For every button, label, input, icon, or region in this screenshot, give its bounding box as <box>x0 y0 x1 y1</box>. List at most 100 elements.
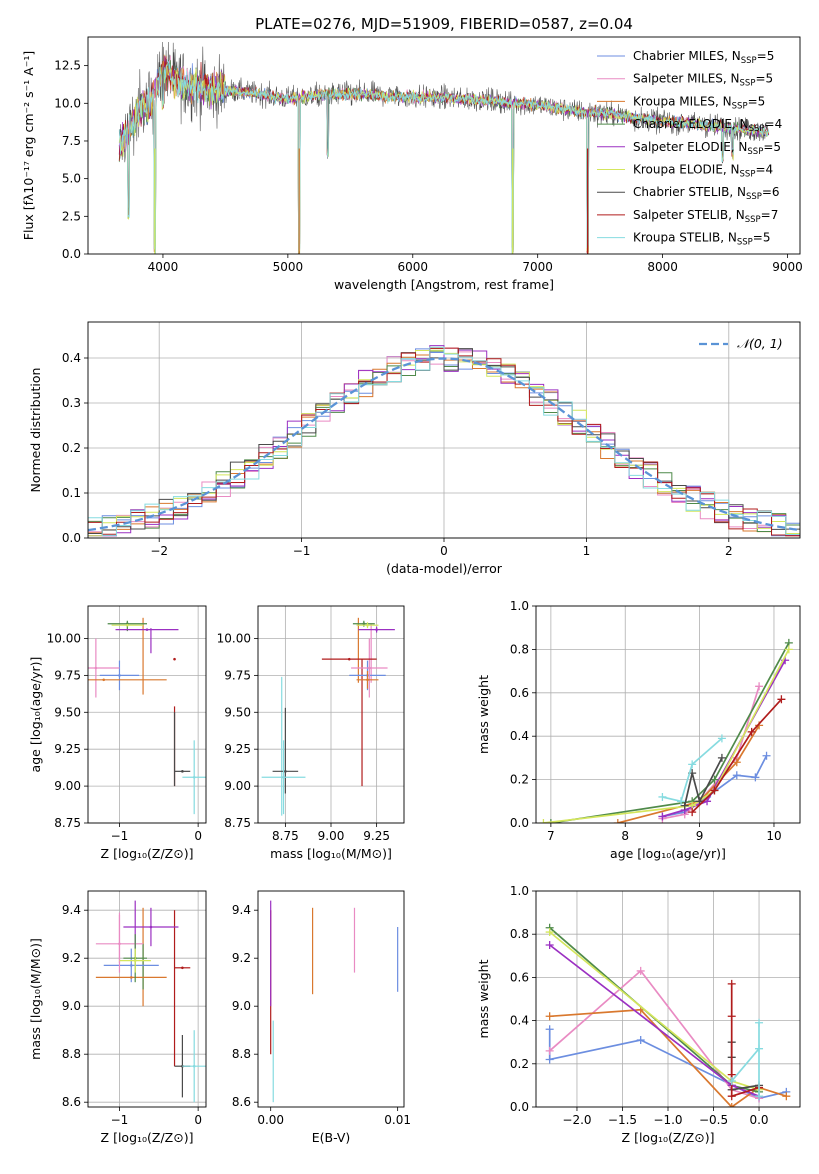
data-point <box>366 623 369 627</box>
legend-entry: Salpeter MILES, NSSP=5 <box>633 72 773 89</box>
data-point <box>173 657 176 661</box>
y-axis-label: Flux [fλ10⁻¹⁷ erg cm⁻² s⁻¹ A⁻¹] <box>21 51 36 240</box>
legend-label: Kroupa STELIB, N <box>633 231 737 245</box>
legend-n: =7 <box>761 208 779 222</box>
series-line <box>730 983 760 1098</box>
data-marker <box>545 928 554 937</box>
axes-frame <box>87 605 207 824</box>
y-tick-label: 0.8 <box>510 642 529 656</box>
series-line <box>662 737 723 803</box>
legend-label: 𝒩(0, 1) <box>737 336 783 351</box>
x-tick-label: −1 <box>111 1113 129 1127</box>
series-line <box>691 698 783 813</box>
data-marker <box>755 1092 764 1101</box>
x-tick-label: −1 <box>111 829 129 843</box>
y-tick-label: 0.1 <box>62 486 81 500</box>
weight_vs_Z-plot-area <box>545 923 791 1107</box>
data-marker <box>710 786 719 795</box>
data-marker <box>636 966 645 975</box>
y-tick-label: 0.2 <box>510 1057 529 1071</box>
y-tick-label: 12.5 <box>54 59 81 73</box>
legend-sub: SSP <box>749 124 765 134</box>
x-tick-label: 0.00 <box>257 1113 284 1127</box>
x-axis-label: wavelength [Angstrom, rest frame] <box>334 277 554 292</box>
y-tick-label: 0.4 <box>510 1014 529 1028</box>
y-tick-label: 9.0 <box>232 999 251 1013</box>
x-axis-label: Z [log₁₀(Z/Z⊙)] <box>622 1130 715 1145</box>
x-axis-label: age [log₁₀(age/yr)] <box>610 846 726 861</box>
data-marker <box>546 819 555 823</box>
legend-sub: SSP <box>746 192 762 202</box>
y-axis-label: Normed distribution <box>28 368 43 493</box>
series-line <box>683 757 723 806</box>
y-tick-label: 0.4 <box>510 729 529 743</box>
x-tick-label: 8 <box>621 829 629 843</box>
y-tick-label: 8.6 <box>62 1095 81 1109</box>
data-marker <box>658 792 667 801</box>
data-marker <box>727 1012 736 1021</box>
y-tick-label: 8.75 <box>54 816 81 830</box>
data-marker <box>727 1077 736 1086</box>
legend-n: =4 <box>755 163 773 177</box>
legend-n: =4 <box>765 117 783 131</box>
mass_vs_Z-chart: −1 0 8.6 8.8 9.0 9.2 9.4 Z [log₁₀(Z/Z⊙)] mass [l… <box>28 890 207 1145</box>
age_vs_Z-chart: −1 0 8.75 9.00 9.25 9.50 9.75 10.00 Z [log₁₀(Z/Z… <box>28 605 207 861</box>
age_vs_mass-chart: 8.75 9.00 9.25 8.75 9.00 9.25 9.50 9.75 10.00 mas… <box>217 605 405 861</box>
data-point <box>94 666 98 670</box>
mass_vs_ebv-plot-area <box>270 900 399 1103</box>
data-point <box>133 959 137 962</box>
data-marker <box>539 819 548 823</box>
data-marker <box>727 979 736 988</box>
x-axis-label: (data-model)/error <box>386 561 503 576</box>
y-tick-label: 1.0 <box>510 884 529 898</box>
data-marker <box>751 773 760 782</box>
legend-sub: SSP <box>741 56 757 66</box>
legend-label: Kroupa ELODIE, N <box>633 163 740 177</box>
legend-label: Chabrier MILES, N <box>633 49 741 63</box>
x-tick-label: 9 <box>696 829 704 843</box>
data-marker <box>784 645 793 654</box>
x-axis-label: Z [log₁₀(Z/Z⊙)] <box>101 846 194 861</box>
data-point <box>126 623 129 627</box>
legend-label: Chabrier ELODIE, N <box>633 117 749 131</box>
y-tick-label: 0.6 <box>510 686 529 700</box>
data-point <box>375 628 378 631</box>
x-axis-label: mass [log₁₀(M/M⊙)] <box>270 846 392 861</box>
data-marker <box>613 819 622 823</box>
data-point <box>102 678 106 682</box>
x-tick-label: 8000 <box>647 260 678 274</box>
series-line <box>662 686 760 820</box>
axes-frame <box>257 890 405 1108</box>
spectrum-chart: 4000 5000 6000 7000 8000 9000 0.0 2.5 5.0 7.5 10.0… <box>21 36 803 292</box>
axes-frame <box>257 605 405 824</box>
data-point <box>347 657 351 661</box>
data-point <box>181 966 184 970</box>
figure-title: PLATE=0276, MJD=51909, FIBERID=0587, z=0… <box>255 15 633 33</box>
y-tick-label: 0.4 <box>62 351 81 365</box>
data-point <box>282 775 285 779</box>
y-tick-label: 0.3 <box>62 396 81 410</box>
series-line <box>731 1022 760 1097</box>
axes-frame <box>87 36 801 255</box>
x-tick-label: 8.75 <box>272 829 299 843</box>
spectrum-plot-area <box>118 41 770 254</box>
x-tick-label: 10 <box>766 829 781 843</box>
legend-entry: Kroupa STELIB, NSSP=5 <box>633 231 771 248</box>
x-tick-label: 9000 <box>772 260 803 274</box>
data-marker <box>782 1092 791 1101</box>
series-line <box>549 969 760 1100</box>
legend-label: Salpeter ELODIE, N <box>633 140 747 154</box>
legend-entry: Chabrier MILES, NSSP=5 <box>633 49 774 66</box>
legend-label: Kroupa MILES, N <box>633 94 732 108</box>
legend-n: =5 <box>755 72 773 86</box>
legend-sub: SSP <box>732 101 748 111</box>
x-tick-label: 7000 <box>522 260 553 274</box>
data-point <box>181 770 184 773</box>
data-marker <box>688 760 697 769</box>
y-tick-label: 9.25 <box>224 742 251 756</box>
legend-sub: SSP <box>745 215 761 225</box>
legend-entry: Kroupa MILES, NSSP=5 <box>633 94 765 111</box>
x-tick-label: 7 <box>547 829 555 843</box>
legend-entry: Salpeter STELIB, NSSP=7 <box>633 208 778 225</box>
